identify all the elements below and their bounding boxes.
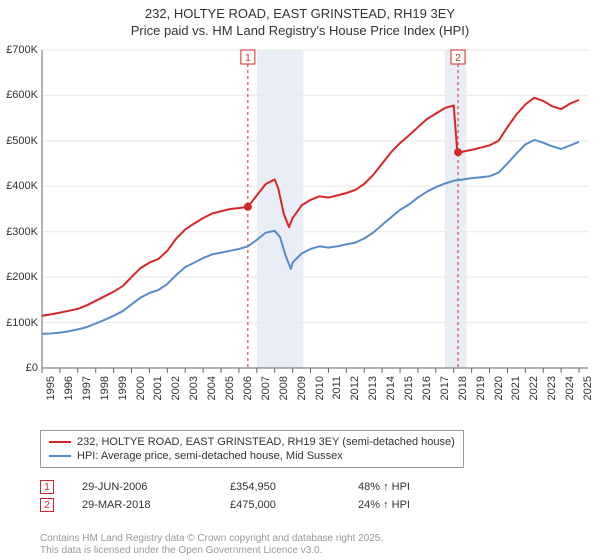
legend-label: HPI: Average price, semi-detached house,… (77, 450, 343, 462)
ytick-label: £300K (0, 226, 38, 238)
legend-box: 232, HOLTYE ROAD, EAST GRINSTEAD, RH19 3… (40, 430, 464, 468)
footer-line1: Contains HM Land Registry data © Crown c… (40, 533, 383, 545)
xtick-label: 2002 (170, 376, 182, 400)
svg-text:1: 1 (245, 53, 251, 64)
xtick-label: 1999 (117, 376, 129, 400)
xtick-label: 2004 (206, 376, 218, 400)
xtick-label: 2016 (421, 376, 433, 400)
marker-date: 29-JUN-2006 (82, 481, 202, 493)
chart-container: 12 1995199619971998199920002001200220032… (0, 42, 600, 422)
xtick-label: 2025 (582, 376, 594, 400)
xtick-label: 2005 (224, 376, 236, 400)
chart-svg: 12 (0, 42, 600, 422)
marker-date: 29-MAR-2018 (82, 499, 202, 511)
xtick-label: 2019 (475, 376, 487, 400)
title-line1: 232, HOLTYE ROAD, EAST GRINSTEAD, RH19 3… (0, 6, 600, 23)
svg-text:2: 2 (455, 53, 461, 64)
xtick-label: 2001 (152, 376, 164, 400)
xtick-label: 2018 (457, 376, 469, 400)
legend-label: 232, HOLTYE ROAD, EAST GRINSTEAD, RH19 3… (77, 436, 455, 448)
footer-note: Contains HM Land Registry data © Crown c… (40, 533, 383, 556)
chart-title-block: 232, HOLTYE ROAD, EAST GRINSTEAD, RH19 3… (0, 0, 600, 40)
xtick-label: 2008 (278, 376, 290, 400)
marker-badge-2: 2 (40, 498, 54, 512)
legend-swatch-hpi (49, 455, 71, 457)
xtick-label: 2015 (403, 376, 415, 400)
title-line2: Price paid vs. HM Land Registry's House … (0, 23, 600, 40)
legend-item: 232, HOLTYE ROAD, EAST GRINSTEAD, RH19 3… (49, 435, 455, 449)
ytick-label: £200K (0, 271, 38, 283)
xtick-label: 1995 (45, 376, 57, 400)
footer-line2: This data is licensed under the Open Gov… (40, 545, 383, 557)
xtick-label: 2023 (546, 376, 558, 400)
xtick-label: 2003 (188, 376, 200, 400)
xtick-label: 2009 (296, 376, 308, 400)
ytick-label: £600K (0, 89, 38, 101)
legend-swatch-property (49, 441, 71, 443)
xtick-label: 2022 (528, 376, 540, 400)
marker-price: £354,950 (230, 481, 330, 493)
xtick-label: 2021 (510, 376, 522, 400)
legend-item: HPI: Average price, semi-detached house,… (49, 449, 455, 463)
xtick-label: 2017 (439, 376, 451, 400)
xtick-label: 2007 (260, 376, 272, 400)
xtick-label: 2006 (242, 376, 254, 400)
xtick-label: 2024 (564, 376, 576, 400)
ytick-label: £0 (0, 362, 38, 374)
xtick-label: 2020 (493, 376, 505, 400)
marker-row: 1 29-JUN-2006 £354,950 48% ↑ HPI (40, 478, 458, 496)
xtick-label: 2014 (385, 376, 397, 400)
marker-price: £475,000 (230, 499, 330, 511)
xtick-label: 2012 (349, 376, 361, 400)
ytick-label: £400K (0, 180, 38, 192)
marker-row: 2 29-MAR-2018 £475,000 24% ↑ HPI (40, 496, 458, 514)
ytick-label: £700K (0, 44, 38, 56)
xtick-label: 1998 (99, 376, 111, 400)
marker-badge-1: 1 (40, 480, 54, 494)
xtick-label: 2011 (331, 376, 343, 400)
marker-delta: 24% ↑ HPI (358, 499, 458, 511)
xtick-label: 2013 (367, 376, 379, 400)
xtick-label: 2010 (314, 376, 326, 400)
markers-table: 1 29-JUN-2006 £354,950 48% ↑ HPI 2 29-MA… (40, 478, 458, 514)
marker-delta: 48% ↑ HPI (358, 481, 458, 493)
ytick-label: £500K (0, 135, 38, 147)
ytick-label: £100K (0, 317, 38, 329)
xtick-label: 1996 (63, 376, 75, 400)
xtick-label: 2000 (135, 376, 147, 400)
xtick-label: 1997 (81, 376, 93, 400)
